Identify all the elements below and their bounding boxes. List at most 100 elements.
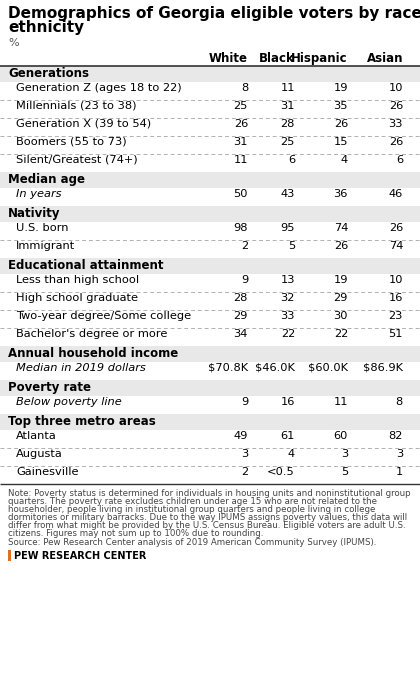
Text: 43: 43: [281, 189, 295, 199]
Text: 31: 31: [281, 101, 295, 111]
Text: 1: 1: [396, 467, 403, 477]
Text: 36: 36: [333, 189, 348, 199]
Text: Median in 2019 dollars: Median in 2019 dollars: [16, 363, 146, 373]
Bar: [0, 258, 420, 274]
Text: 74: 74: [333, 223, 348, 233]
Text: $60.0K: $60.0K: [308, 363, 348, 373]
Text: Annual household income: Annual household income: [8, 347, 178, 360]
Bar: [0, 414, 420, 430]
Bar: [0, 380, 420, 396]
Text: Source: Pew Research Center analysis of 2019 American Community Survey (IPUMS).: Source: Pew Research Center analysis of …: [8, 538, 376, 547]
Text: 5: 5: [288, 241, 295, 251]
Text: 25: 25: [281, 137, 295, 147]
Text: Black: Black: [259, 52, 295, 65]
Text: 30: 30: [333, 311, 348, 321]
Text: PEW RESEARCH CENTER: PEW RESEARCH CENTER: [14, 551, 147, 561]
Text: 26: 26: [334, 119, 348, 129]
Text: 26: 26: [389, 137, 403, 147]
Text: 28: 28: [281, 119, 295, 129]
Text: 11: 11: [333, 397, 348, 407]
Text: 2: 2: [241, 467, 248, 477]
Text: U.S. born: U.S. born: [16, 223, 68, 233]
Text: 26: 26: [389, 223, 403, 233]
Text: Atlanta: Atlanta: [16, 431, 57, 441]
Text: Silent/Greatest (74+): Silent/Greatest (74+): [16, 155, 138, 165]
Text: $70.8K: $70.8K: [208, 363, 248, 373]
Text: White: White: [209, 52, 248, 65]
Text: Augusta: Augusta: [16, 449, 63, 459]
Text: 9: 9: [241, 275, 248, 285]
Text: Hispanic: Hispanic: [291, 52, 348, 65]
Text: <0.5: <0.5: [267, 467, 295, 477]
Text: 3: 3: [396, 449, 403, 459]
Bar: [0, 206, 420, 222]
Text: Immigrant: Immigrant: [16, 241, 75, 251]
Text: Poverty rate: Poverty rate: [8, 381, 91, 394]
Text: 50: 50: [234, 189, 248, 199]
Text: High school graduate: High school graduate: [16, 293, 138, 303]
Text: Below poverty line: Below poverty line: [16, 397, 122, 407]
Text: 33: 33: [281, 311, 295, 321]
Text: 2: 2: [241, 241, 248, 251]
Text: 26: 26: [234, 119, 248, 129]
Text: 46: 46: [389, 189, 403, 199]
Text: 51: 51: [388, 329, 403, 339]
Text: 61: 61: [281, 431, 295, 441]
Text: 31: 31: [234, 137, 248, 147]
Text: Nativity: Nativity: [8, 207, 60, 220]
Text: 10: 10: [388, 275, 403, 285]
Text: Generation Z (ages 18 to 22): Generation Z (ages 18 to 22): [16, 83, 181, 93]
Text: Note: Poverty status is determined for individuals in housing units and noninsti: Note: Poverty status is determined for i…: [8, 489, 411, 498]
Text: 26: 26: [334, 241, 348, 251]
Text: 95: 95: [281, 223, 295, 233]
Text: Boomers (55 to 73): Boomers (55 to 73): [16, 137, 126, 147]
Text: 16: 16: [281, 397, 295, 407]
Text: Two-year degree/Some college: Two-year degree/Some college: [16, 311, 191, 321]
Text: Generations: Generations: [8, 67, 89, 80]
Text: 49: 49: [234, 431, 248, 441]
Text: 35: 35: [333, 101, 348, 111]
Text: Demographics of Georgia eligible voters by race and: Demographics of Georgia eligible voters …: [8, 6, 420, 21]
Text: Median age: Median age: [8, 173, 85, 186]
Text: 23: 23: [388, 311, 403, 321]
Text: 19: 19: [333, 83, 348, 93]
Text: 98: 98: [234, 223, 248, 233]
Text: Millennials (23 to 38): Millennials (23 to 38): [16, 101, 137, 111]
Text: 29: 29: [234, 311, 248, 321]
Text: 29: 29: [333, 293, 348, 303]
Text: 5: 5: [341, 467, 348, 477]
Text: householder, people living in institutional group quarters and people living in : householder, people living in institutio…: [8, 505, 375, 514]
Text: 16: 16: [388, 293, 403, 303]
Text: citizens. Figures may not sum up to 100% due to rounding.: citizens. Figures may not sum up to 100%…: [8, 529, 263, 538]
Bar: [8, 550, 11, 561]
Text: differ from what might be provided by the U.S. Census Bureau. Eligible voters ar: differ from what might be provided by th…: [8, 521, 406, 530]
Text: $46.0K: $46.0K: [255, 363, 295, 373]
Text: 60: 60: [333, 431, 348, 441]
Text: 74: 74: [388, 241, 403, 251]
Text: 3: 3: [241, 449, 248, 459]
Text: %: %: [8, 38, 18, 48]
Text: In years: In years: [16, 189, 61, 199]
Text: Top three metro areas: Top three metro areas: [8, 415, 156, 428]
Text: quarters. The poverty rate excludes children under age 15 who are not related to: quarters. The poverty rate excludes chil…: [8, 497, 377, 506]
Text: 28: 28: [234, 293, 248, 303]
Text: 26: 26: [389, 101, 403, 111]
Text: 6: 6: [396, 155, 403, 165]
Text: 22: 22: [281, 329, 295, 339]
Text: 9: 9: [241, 397, 248, 407]
Text: 10: 10: [388, 83, 403, 93]
Text: 33: 33: [388, 119, 403, 129]
Text: ethnicity: ethnicity: [8, 20, 84, 35]
Text: 32: 32: [281, 293, 295, 303]
Text: 8: 8: [241, 83, 248, 93]
Bar: [0, 172, 420, 188]
Text: 34: 34: [234, 329, 248, 339]
Text: 3: 3: [341, 449, 348, 459]
Text: Bachelor's degree or more: Bachelor's degree or more: [16, 329, 168, 339]
Text: 4: 4: [288, 449, 295, 459]
Text: 11: 11: [281, 83, 295, 93]
Text: Less than high school: Less than high school: [16, 275, 139, 285]
Text: 4: 4: [341, 155, 348, 165]
Text: 13: 13: [281, 275, 295, 285]
Text: 8: 8: [396, 397, 403, 407]
